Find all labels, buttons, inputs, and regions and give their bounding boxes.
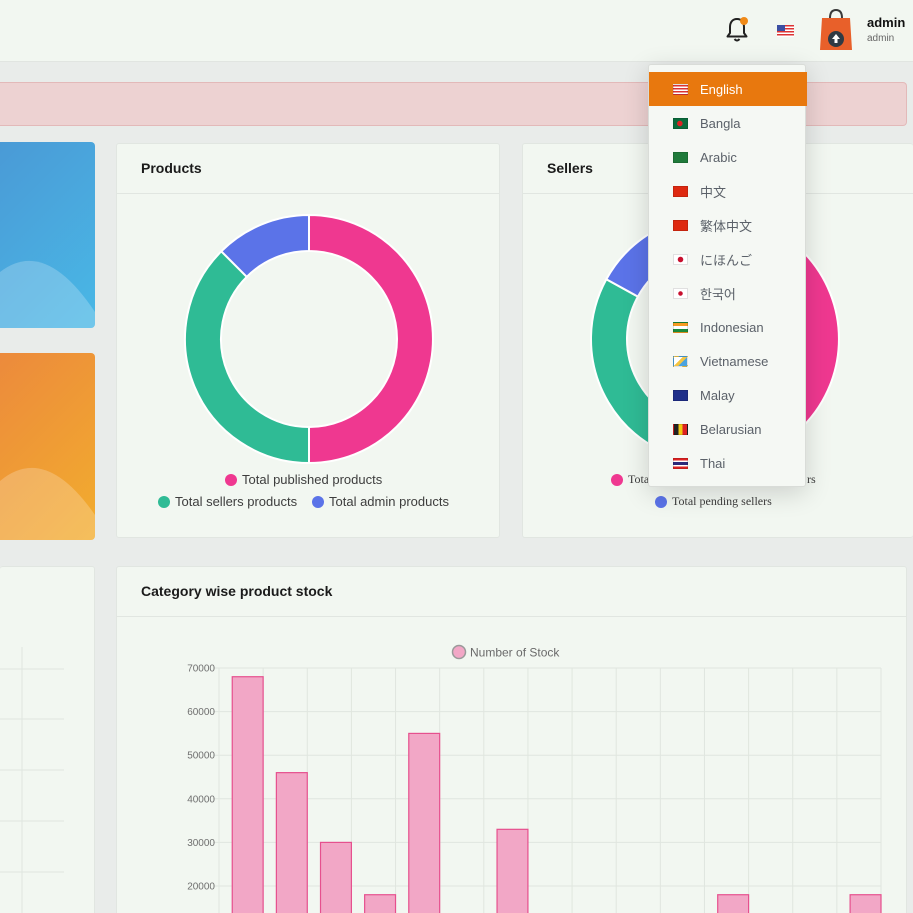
language-option-label: にほんご bbox=[700, 252, 753, 268]
language-option-label: 中文 bbox=[700, 184, 727, 200]
language-option[interactable]: Belarusian bbox=[649, 412, 807, 446]
language-option-label: Malay bbox=[700, 387, 735, 403]
bar[interactable] bbox=[231, 676, 264, 913]
shop-bag-avatar[interactable] bbox=[818, 8, 854, 52]
donut-slice[interactable] bbox=[219, 213, 310, 279]
language-option[interactable]: English bbox=[649, 72, 807, 106]
language-option[interactable]: Malay bbox=[649, 378, 807, 412]
bd-flag-icon bbox=[673, 117, 688, 129]
bar-legend[interactable]: Number of Stock bbox=[451, 644, 561, 660]
legend-label: rs bbox=[807, 472, 816, 486]
sa-flag-icon bbox=[673, 151, 688, 163]
legend-item-admin-products[interactable]: Total admin products bbox=[312, 494, 449, 509]
language-option[interactable]: 한국어 bbox=[649, 276, 807, 310]
user-role: admin bbox=[867, 33, 895, 44]
products-card-title: Products bbox=[117, 144, 499, 194]
jp-flag-icon bbox=[673, 253, 688, 265]
us-flag-icon bbox=[673, 83, 688, 95]
language-option-label: English bbox=[700, 81, 743, 97]
language-option-label: Bangla bbox=[700, 115, 741, 131]
category-stock-bar-chart: Number of Stock 70000 60000 50000 40000 30000… bbox=[187, 644, 882, 913]
language-option[interactable]: Thai bbox=[649, 446, 807, 480]
legend-dot bbox=[611, 473, 623, 486]
tile-wave-decoration bbox=[0, 260, 95, 328]
stat-tile-orange[interactable] bbox=[0, 353, 95, 540]
kr-flag-icon bbox=[673, 287, 688, 299]
chart-grid bbox=[213, 667, 882, 913]
legend-label: Total sellers products bbox=[175, 494, 298, 509]
language-option-label: Arabic bbox=[700, 149, 737, 165]
language-option[interactable]: Vietnamese bbox=[649, 344, 807, 378]
legend-label: Tota bbox=[628, 472, 650, 486]
be-flag-icon bbox=[673, 423, 688, 435]
language-option[interactable]: 繁体中文 bbox=[649, 208, 807, 242]
language-option[interactable]: 中文 bbox=[649, 174, 807, 208]
notification-badge bbox=[740, 17, 748, 25]
bar[interactable] bbox=[496, 828, 529, 913]
legend-item-published[interactable]: Total published products bbox=[225, 472, 382, 487]
in-flag-icon bbox=[673, 321, 688, 333]
bar[interactable] bbox=[717, 894, 750, 913]
y-tick-label: 60000 bbox=[187, 707, 215, 718]
language-option-label: 한국어 bbox=[700, 286, 736, 302]
legend-swatch bbox=[451, 644, 467, 660]
legend-label: Number of Stock bbox=[470, 646, 560, 660]
stat-tile-blue[interactable] bbox=[0, 142, 95, 328]
donut-slice[interactable] bbox=[184, 249, 310, 465]
user-name[interactable]: admin bbox=[867, 15, 906, 30]
legend-dot bbox=[655, 495, 667, 508]
legend-label: Total published products bbox=[242, 472, 383, 487]
tile-wave-decoration bbox=[0, 467, 95, 540]
language-option-label: 繁体中文 bbox=[700, 218, 753, 234]
legend-label: Total pending sellers bbox=[672, 494, 772, 508]
legend-dot bbox=[312, 495, 324, 508]
y-tick-label: 30000 bbox=[187, 838, 215, 849]
legend-item-sellers-partial[interactable]: Tota bbox=[611, 472, 649, 487]
legend-item-sellers-partial-right: rs bbox=[807, 472, 816, 487]
bar[interactable] bbox=[408, 732, 441, 913]
language-option[interactable]: Arabic bbox=[649, 140, 807, 174]
hk-flag-icon bbox=[673, 219, 688, 231]
left-chart-card bbox=[0, 566, 95, 913]
donut-slice[interactable] bbox=[308, 213, 434, 465]
language-option-label: Belarusian bbox=[700, 421, 762, 437]
products-donut-chart bbox=[184, 213, 434, 465]
language-option-label: Vietnamese bbox=[700, 353, 769, 369]
language-option-label: Thai bbox=[700, 455, 726, 471]
us-flag-icon[interactable] bbox=[777, 25, 794, 37]
y-tick-label: 20000 bbox=[187, 882, 215, 893]
language-option[interactable]: Indonesian bbox=[649, 310, 807, 344]
cn-flag-icon bbox=[673, 185, 688, 197]
category-card-title: Category wise product stock bbox=[117, 567, 906, 617]
vi-flag-icon bbox=[673, 355, 688, 367]
y-tick-label: 50000 bbox=[187, 751, 215, 762]
legend-dot bbox=[225, 473, 237, 486]
th-flag-icon bbox=[673, 457, 688, 469]
bar[interactable] bbox=[319, 841, 353, 913]
bar[interactable] bbox=[849, 894, 882, 913]
left-chart-grid bbox=[0, 647, 64, 913]
products-card: Products Total published products Total … bbox=[116, 143, 500, 538]
y-tick-label: 40000 bbox=[187, 794, 215, 805]
language-option-label: Indonesian bbox=[700, 319, 764, 335]
language-option[interactable]: にほんご bbox=[649, 242, 807, 276]
category-stock-card: Category wise product stock Number of St… bbox=[116, 566, 907, 913]
my-flag-icon bbox=[673, 389, 688, 401]
bar[interactable] bbox=[364, 894, 397, 913]
top-navbar: admin admin bbox=[0, 0, 913, 62]
legend-label: Total admin products bbox=[329, 494, 449, 509]
y-tick-label: 70000 bbox=[187, 664, 215, 675]
language-dropdown-menu: English Bangla Arabic 中文繁体中文にほんご 한국어 Indonesi… bbox=[648, 64, 807, 487]
legend-item-sellers-products[interactable]: Total sellers products bbox=[158, 494, 297, 509]
legend-dot bbox=[158, 495, 170, 508]
bar[interactable] bbox=[275, 772, 308, 913]
language-option[interactable]: Bangla bbox=[649, 106, 807, 140]
legend-item-pending-sellers[interactable]: Total pending sellers bbox=[655, 494, 772, 509]
